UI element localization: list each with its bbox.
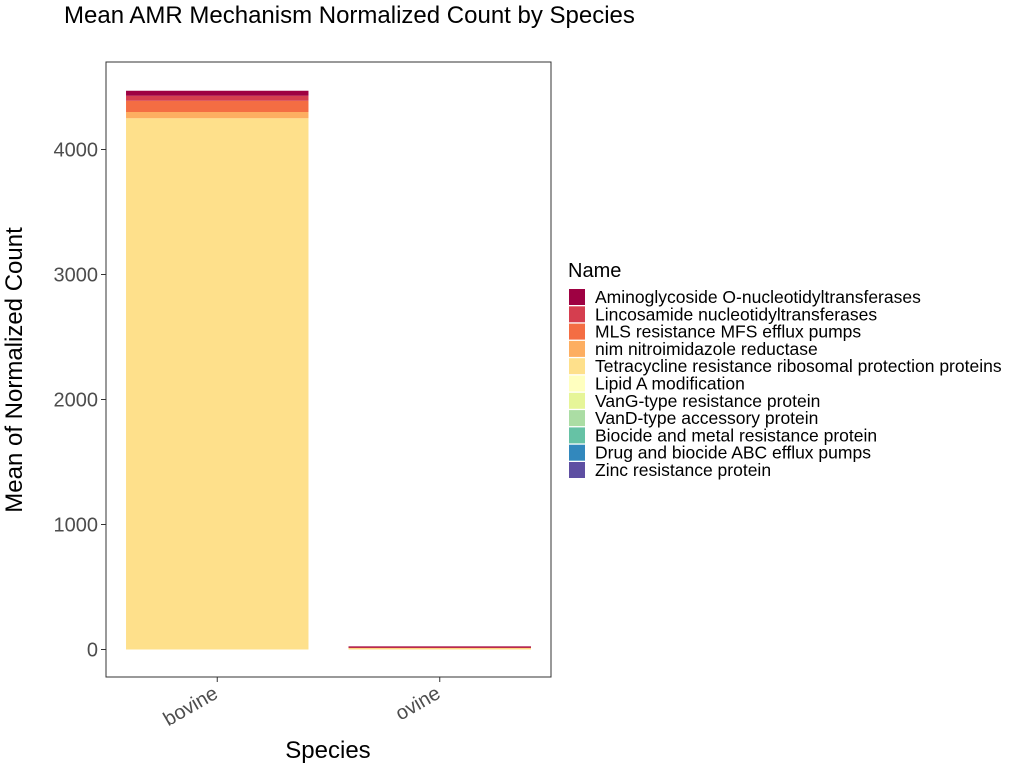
legend-label: Lipid A modification <box>595 374 745 394</box>
bar-segment-bovine <box>126 95 309 101</box>
chart-title: Mean AMR Mechanism Normalized Count by S… <box>64 2 635 29</box>
legend-label: Lincosamide nucleotidyltransferases <box>595 304 877 324</box>
x-axis-title: Species <box>285 737 370 764</box>
legend-label: nim nitroimidazole reductase <box>595 339 818 359</box>
legend-swatch <box>569 375 585 392</box>
legend-label: VanD-type accessory protein <box>595 408 818 428</box>
bar-segment-bovine <box>126 90 309 96</box>
legend-swatch <box>569 392 585 409</box>
bar-segment-bovine <box>126 112 309 119</box>
legend-title: Name <box>568 260 621 282</box>
x-tick-label: ovine <box>392 682 444 725</box>
legend-label: Zinc resistance protein <box>595 460 771 480</box>
legend-swatch <box>569 358 585 375</box>
bar-segment-bovine <box>126 118 309 650</box>
legend-items: Aminoglycoside O-nucleotidyltransferases… <box>569 287 1002 480</box>
bar-segment-ovine <box>348 646 531 648</box>
y-tick-label: 0 <box>87 640 98 662</box>
legend-swatch <box>569 323 585 340</box>
legend-swatch <box>569 306 585 323</box>
y-tick-label: 4000 <box>54 140 99 162</box>
legend-label: Biocide and metal resistance protein <box>595 425 877 445</box>
legend-swatch <box>569 462 585 478</box>
legend: Name Aminoglycoside O-nucleotidyltransfe… <box>568 260 1002 480</box>
legend-swatch <box>569 289 585 305</box>
plot-panel-border <box>105 61 552 678</box>
legend-label: VanG-type resistance protein <box>595 391 820 411</box>
bar-segment-ovine <box>348 647 531 650</box>
y-tick-label: 1000 <box>54 515 99 537</box>
x-tick-label: bovine <box>160 682 222 731</box>
legend-label: Drug and biocide ABC efflux pumps <box>595 443 871 463</box>
legend-label: Aminoglycoside O-nucleotidyltransferases <box>595 287 921 307</box>
legend-label: Tetracycline resistance ribosomal protec… <box>595 356 1002 376</box>
bar-segment-bovine <box>126 100 309 112</box>
legend-swatch <box>569 410 585 427</box>
legend-label: MLS resistance MFS efflux pumps <box>595 322 861 342</box>
legend-swatch <box>569 444 585 461</box>
y-tick-label: 2000 <box>54 390 99 412</box>
y-axis-title: Mean of Normalized Count <box>1 227 28 513</box>
x-axis: bovine ovine <box>160 677 444 731</box>
y-axis: 0 1000 2000 3000 4000 <box>54 140 106 662</box>
bars-layer <box>126 90 531 650</box>
legend-swatch <box>569 340 585 357</box>
y-tick-label: 3000 <box>54 265 99 287</box>
legend-swatch <box>569 427 585 444</box>
